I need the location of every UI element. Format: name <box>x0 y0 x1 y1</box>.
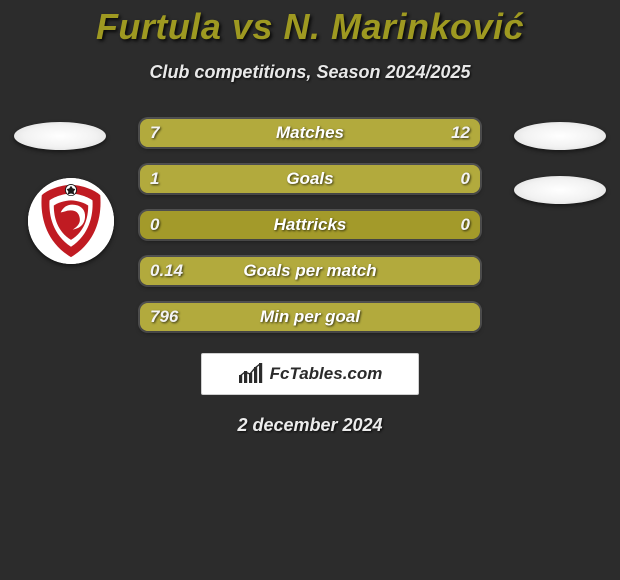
stat-row: Goals per match0.14 <box>140 257 480 285</box>
stat-label: Min per goal <box>140 303 480 331</box>
stat-value-right: 0 <box>461 211 470 239</box>
stat-value-left: 7 <box>150 119 159 147</box>
stat-label: Goals per match <box>140 257 480 285</box>
brand-badge: FcTables.com <box>201 353 419 395</box>
crest-icon <box>28 178 114 264</box>
stat-bars: Matches712Goals10Hattricks00Goals per ma… <box>140 119 480 331</box>
player2-silhouette <box>514 122 606 150</box>
stat-label: Goals <box>140 165 480 193</box>
comparison-title: Furtula vs N. Marinković <box>0 6 620 48</box>
player1-club-crest <box>28 178 114 264</box>
stat-label: Hattricks <box>140 211 480 239</box>
stat-value-left: 0.14 <box>150 257 183 285</box>
player2-club-placeholder <box>514 176 606 204</box>
stat-label: Matches <box>140 119 480 147</box>
stat-row: Goals1 0 <box>140 165 480 193</box>
player1-silhouette <box>14 122 106 150</box>
brand-text: FcTables.com <box>270 364 383 384</box>
stat-row: Min per goal796 <box>140 303 480 331</box>
stat-value-right: 12 <box>451 119 470 147</box>
stat-value-left: 1 <box>150 165 159 193</box>
stat-value-right: 0 <box>461 165 470 193</box>
footer-date: 2 december 2024 <box>0 415 620 436</box>
stat-value-left: 796 <box>150 303 178 331</box>
stat-row: Hattricks0 0 <box>140 211 480 239</box>
bars-icon <box>238 363 264 385</box>
comparison-subtitle: Club competitions, Season 2024/2025 <box>0 62 620 83</box>
stat-value-left: 0 <box>150 211 159 239</box>
stat-row: Matches7 12 <box>140 119 480 147</box>
